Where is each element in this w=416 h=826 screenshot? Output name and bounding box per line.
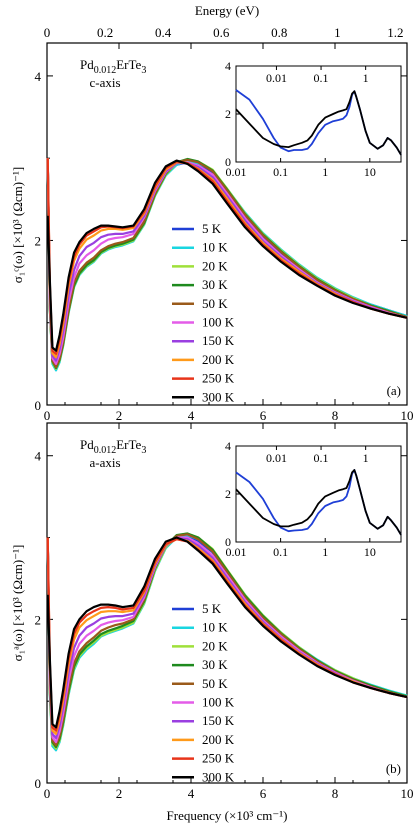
legend-label: 10 K (202, 240, 228, 255)
inset-series-line (235, 90, 402, 156)
x-tick-label: 2 (116, 786, 123, 801)
inset-x2-tick-label: 1 (363, 71, 369, 85)
x-tick-label: 6 (260, 786, 267, 801)
inset-x-tick-label: 0.01 (226, 545, 247, 559)
y-tick-label: 0 (35, 776, 42, 791)
x-tick-label: 10 (401, 786, 414, 801)
inset-x2-tick-label: 0.01 (266, 451, 287, 465)
inset-y-tick-label: 2 (225, 487, 231, 501)
legend-label: 250 K (202, 371, 235, 386)
x-tick-label: 8 (332, 786, 339, 801)
series-line (46, 536, 408, 729)
legend-label: 300 K (202, 769, 235, 784)
inset-x-tick-label: 1 (322, 545, 328, 559)
y-tick-label: 4 (35, 69, 42, 84)
inset-x-tick-label: 0.1 (273, 545, 288, 559)
x-tick-label: 0 (44, 408, 51, 423)
y-axis-title: σ₁ᵃ(ω) [×10³ (Ωcm)⁻¹] (10, 545, 25, 662)
legend-label: 30 K (202, 277, 228, 292)
inset-x2-tick-label: 0.01 (266, 71, 287, 85)
series-line (46, 159, 408, 352)
x2-tick-label: 1.2 (387, 25, 403, 40)
direction-label: c-axis (89, 75, 120, 90)
x-tick-label: 4 (188, 786, 195, 801)
legend-label: 100 K (202, 695, 235, 710)
legend-label: 50 K (202, 296, 228, 311)
sample-main: Pd (80, 437, 94, 452)
y-tick-label: 4 (35, 449, 42, 464)
x2-tick-label: 0.6 (213, 25, 230, 40)
x2-tick-label: 0.2 (97, 25, 113, 40)
legend-label: 100 K (202, 315, 235, 330)
inset-x-tick-label: 10 (364, 545, 376, 559)
legend-label: 150 K (202, 333, 235, 348)
x2-tick-label: 0.8 (271, 25, 287, 40)
sample-sub: 0.012 (94, 445, 117, 456)
x-tick-label: 8 (332, 408, 339, 423)
legend-label: 250 K (202, 751, 235, 766)
x-tick-label: 4 (188, 408, 195, 423)
y-tick-label: 0 (35, 398, 42, 413)
inset-x2-tick-label: 0.1 (314, 451, 329, 465)
x-tick-label: 0 (44, 786, 51, 801)
x-tick-label: 10 (401, 408, 414, 423)
legend-label: 5 K (202, 221, 222, 236)
y-tick-label: 2 (35, 612, 42, 627)
legend-label: 200 K (202, 732, 235, 747)
x2-tick-label: 0.4 (155, 25, 172, 40)
sample-rest: ErTe (116, 437, 141, 452)
x-tick-label: 6 (260, 408, 267, 423)
x2-tick-label: 1 (334, 25, 341, 40)
y-axis-title: σ₁ᶜ(ω) [×10³ (Ωcm)⁻¹] (10, 167, 25, 283)
inset-y-tick-label: 0 (225, 535, 231, 549)
panel-tag: (a) (387, 383, 401, 398)
panel-tag: (b) (386, 761, 401, 776)
inset-x-tick-label: 1 (322, 165, 328, 179)
x2-tick-label: 0 (44, 25, 51, 40)
sample-rest: ErTe (116, 57, 141, 72)
inset-y-tick-label: 2 (225, 107, 231, 121)
inset-y-tick-label: 4 (225, 439, 231, 453)
inset-y-tick-label: 4 (225, 59, 231, 73)
inset-x2-tick-label: 0.1 (314, 71, 329, 85)
inset-x-tick-label: 0.1 (273, 165, 288, 179)
legend-label: 150 K (202, 713, 235, 728)
sample-sub2: 3 (141, 445, 146, 456)
sample-main: Pd (80, 57, 94, 72)
sample-label: Pd0.012ErTe3 (80, 57, 146, 76)
bottom-axis-title: Frequency (×10³ cm⁻¹) (167, 808, 288, 823)
legend-label: 20 K (202, 638, 228, 653)
y-tick-label: 2 (35, 233, 42, 248)
legend-label: 50 K (202, 676, 228, 691)
inset-x-tick-label: 0.01 (226, 165, 247, 179)
inset-x-tick-label: 10 (364, 165, 376, 179)
legend-label: 30 K (202, 657, 228, 672)
inset-x2-tick-label: 1 (363, 451, 369, 465)
legend-label: 10 K (202, 620, 228, 635)
top-axis-title: Energy (eV) (195, 3, 259, 18)
inset-y-tick-label: 0 (225, 155, 231, 169)
sample-sub2: 3 (141, 65, 146, 76)
legend-label: 300 K (202, 389, 235, 404)
x-tick-label: 2 (116, 408, 123, 423)
legend-label: 200 K (202, 352, 235, 367)
sample-sub: 0.012 (94, 65, 117, 76)
legend-label: 20 K (202, 258, 228, 273)
legend-label: 5 K (202, 601, 222, 616)
inset-series-line (235, 469, 402, 536)
direction-label: a-axis (89, 455, 120, 470)
sample-label: Pd0.012ErTe3 (80, 437, 146, 456)
